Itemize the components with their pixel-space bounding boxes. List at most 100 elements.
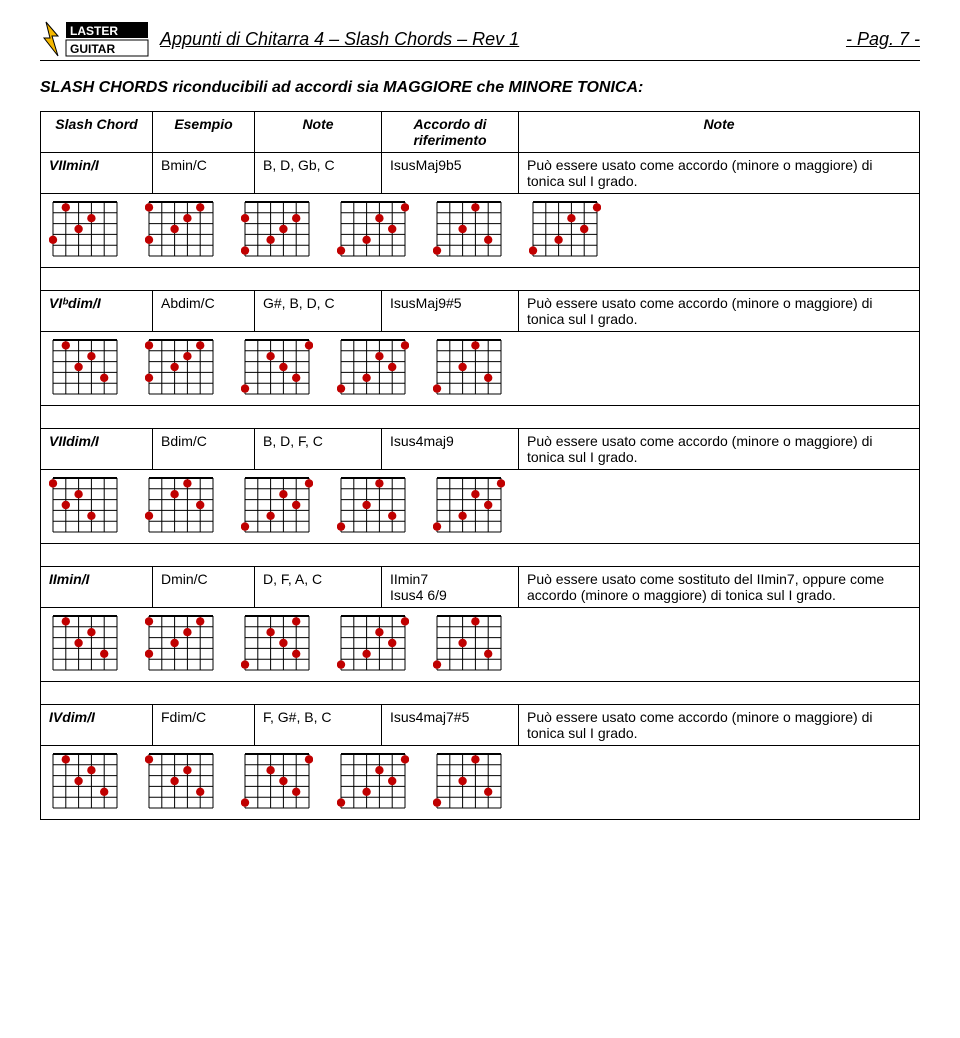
chord-diagram xyxy=(145,474,217,539)
cell-note2: Può essere usato come accordo (minore o … xyxy=(519,705,920,746)
chord-diagram-icon xyxy=(433,198,505,260)
col-slash-chord: Slash Chord xyxy=(41,112,153,153)
diagram-cell xyxy=(41,194,920,268)
chord-diagram-icon xyxy=(337,198,409,260)
chord-diagram-icon xyxy=(49,750,121,812)
diagram-row xyxy=(41,470,920,544)
diagram-row xyxy=(41,608,920,682)
table-row: IImin/IDmin/CD, F, A, CIImin7Isus4 6/9Pu… xyxy=(41,567,920,608)
cell-note2: Può essere usato come sostituto del IImi… xyxy=(519,567,920,608)
chord-diagram xyxy=(433,336,505,401)
cell-accordo: IsusMaj9#5 xyxy=(382,291,519,332)
cell-accordo: Isus4maj7#5 xyxy=(382,705,519,746)
chord-diagram-icon xyxy=(529,198,601,260)
chord-diagram xyxy=(433,474,505,539)
chord-diagram-icon xyxy=(433,336,505,398)
col-esempio: Esempio xyxy=(153,112,255,153)
chord-diagram xyxy=(49,336,121,401)
cell-note2: Può essere usato come accordo (minore o … xyxy=(519,429,920,470)
chord-diagram xyxy=(337,336,409,401)
chord-diagram xyxy=(49,750,121,815)
spacer-row xyxy=(41,544,920,567)
chord-diagram xyxy=(241,336,313,401)
header-title: Appunti di Chitarra 4 – Slash Chords – R… xyxy=(160,29,846,50)
diagram-row xyxy=(41,746,920,820)
diagram-group xyxy=(49,198,911,263)
diagram-group xyxy=(49,474,911,539)
laster-guitar-logo-icon: LASTER GUITAR xyxy=(40,20,150,58)
cell-esempio: Bdim/C xyxy=(153,429,255,470)
chord-diagram xyxy=(49,474,121,539)
chord-diagram xyxy=(49,198,121,263)
chord-diagram-icon xyxy=(337,336,409,398)
cell-esempio: Dmin/C xyxy=(153,567,255,608)
diagram-cell xyxy=(41,746,920,820)
spacer-cell xyxy=(41,544,920,567)
diagram-group xyxy=(49,612,911,677)
chord-diagram-icon xyxy=(337,474,409,536)
diagram-cell xyxy=(41,332,920,406)
chord-diagram-icon xyxy=(433,474,505,536)
chord-diagram xyxy=(433,750,505,815)
chord-diagram-icon xyxy=(433,750,505,812)
chord-diagram xyxy=(337,612,409,677)
chord-diagram xyxy=(337,750,409,815)
cell-accordo: Isus4maj9 xyxy=(382,429,519,470)
chord-diagram xyxy=(145,750,217,815)
cell-note2: Può essere usato come accordo (minore o … xyxy=(519,153,920,194)
cell-note1: B, D, Gb, C xyxy=(255,153,382,194)
chord-diagram xyxy=(241,198,313,263)
diagram-group xyxy=(49,336,911,401)
diagram-cell xyxy=(41,608,920,682)
page-header: LASTER GUITAR Appunti di Chitarra 4 – Sl… xyxy=(40,20,920,61)
svg-text:LASTER: LASTER xyxy=(70,24,118,38)
chord-diagram-icon xyxy=(49,198,121,260)
cell-note2: Può essere usato come accordo (minore o … xyxy=(519,291,920,332)
logo: LASTER GUITAR xyxy=(40,20,150,58)
chord-diagram-icon xyxy=(241,612,313,674)
chord-diagram-icon xyxy=(49,474,121,536)
slash-chords-table: Slash Chord Esempio Note Accordo di rife… xyxy=(40,111,920,820)
chord-diagram-icon xyxy=(241,750,313,812)
chord-diagram-icon xyxy=(241,336,313,398)
chord-diagram xyxy=(433,612,505,677)
cell-accordo: IsusMaj9b5 xyxy=(382,153,519,194)
cell-note1: F, G#, B, C xyxy=(255,705,382,746)
spacer-cell xyxy=(41,268,920,291)
col-note: Note xyxy=(255,112,382,153)
diagram-cell xyxy=(41,470,920,544)
chord-diagram-icon xyxy=(145,336,217,398)
spacer-row xyxy=(41,268,920,291)
diagram-row xyxy=(41,332,920,406)
chord-diagram-icon xyxy=(433,612,505,674)
chord-diagram-icon xyxy=(337,750,409,812)
chord-diagram-icon xyxy=(337,612,409,674)
svg-text:GUITAR: GUITAR xyxy=(70,42,115,56)
chord-diagram xyxy=(49,612,121,677)
cell-slash: IImin/I xyxy=(41,567,153,608)
table-row: VIᵇdim/IAbdim/CG#, B, D, CIsusMaj9#5Può … xyxy=(41,291,920,332)
table-row: IVdim/IFdim/CF, G#, B, CIsus4maj7#5Può e… xyxy=(41,705,920,746)
spacer-row xyxy=(41,682,920,705)
chord-diagram xyxy=(433,198,505,263)
cell-slash: VIᵇdim/I xyxy=(41,291,153,332)
col-accordo: Accordo di riferimento xyxy=(382,112,519,153)
chord-diagram-icon xyxy=(145,198,217,260)
section-title: SLASH CHORDS riconducibili ad accordi si… xyxy=(40,79,920,97)
chord-diagram-icon xyxy=(145,612,217,674)
cell-slash: IVdim/I xyxy=(41,705,153,746)
cell-note1: B, D, F, C xyxy=(255,429,382,470)
col-note2: Note xyxy=(519,112,920,153)
spacer-cell xyxy=(41,406,920,429)
table-row: VIImin/IBmin/CB, D, Gb, CIsusMaj9b5Può e… xyxy=(41,153,920,194)
chord-diagram-icon xyxy=(49,612,121,674)
cell-note1: D, F, A, C xyxy=(255,567,382,608)
diagram-group xyxy=(49,750,911,815)
cell-slash: VIImin/I xyxy=(41,153,153,194)
chord-diagram xyxy=(337,474,409,539)
spacer-cell xyxy=(41,682,920,705)
chord-diagram-icon xyxy=(241,198,313,260)
chord-diagram-icon xyxy=(49,336,121,398)
cell-slash: VIIdim/I xyxy=(41,429,153,470)
diagram-row xyxy=(41,194,920,268)
